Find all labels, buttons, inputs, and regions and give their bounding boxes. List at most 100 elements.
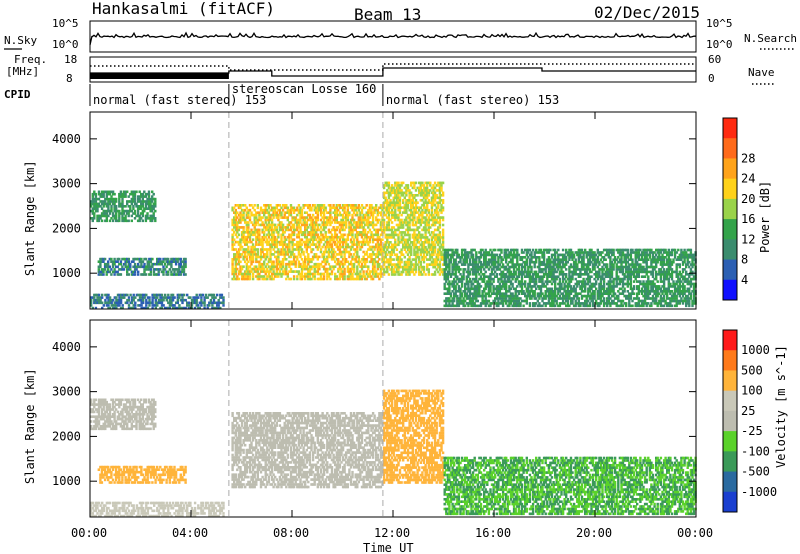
data-cell (484, 270, 487, 274)
data-cell (462, 302, 465, 305)
data-cell (181, 265, 184, 269)
data-cell (357, 223, 360, 227)
data-cell (419, 223, 422, 227)
data-cell (362, 270, 365, 273)
data-cell (398, 211, 402, 214)
data-cell (448, 292, 451, 295)
data-cell (454, 275, 457, 278)
data-cell (343, 270, 346, 273)
data-cell (489, 248, 492, 252)
data-cell (371, 240, 375, 244)
data-cell (310, 218, 313, 222)
data-cell (414, 268, 418, 271)
data-cell (487, 282, 491, 286)
data-cell (408, 226, 411, 229)
data-cell (292, 216, 296, 219)
data-cell (141, 205, 144, 208)
data-cell (277, 275, 280, 278)
data-cell (259, 275, 263, 278)
data-cell (259, 240, 263, 244)
data-cell (554, 285, 557, 288)
data-cell (259, 250, 263, 254)
data-cell (419, 199, 422, 202)
data-cell (370, 233, 373, 237)
data-cell (274, 243, 277, 246)
data-cell (387, 233, 391, 237)
data-cell (462, 273, 465, 276)
data-cell (255, 211, 258, 214)
data-cell (258, 275, 261, 278)
data-cell (443, 263, 446, 266)
data-cell (329, 211, 332, 214)
data-cell (340, 235, 343, 239)
data-cell (329, 235, 332, 239)
data-cell (278, 204, 282, 207)
data-cell (437, 226, 440, 229)
data-cell (432, 246, 435, 249)
data-cell (349, 226, 353, 229)
data-cell (478, 273, 481, 276)
data-cell (256, 272, 259, 276)
data-cell (261, 243, 264, 246)
data-cell (430, 211, 434, 214)
data-cell (468, 290, 472, 293)
data-cell (143, 265, 146, 269)
data-cell (465, 275, 468, 278)
data-cell (111, 260, 115, 263)
data-cell (329, 238, 332, 241)
data-cell (394, 196, 397, 200)
data-cell (541, 256, 544, 259)
data-cell (304, 260, 307, 264)
data-cell (160, 301, 164, 305)
data-cell (421, 191, 424, 195)
data-cell (345, 223, 348, 227)
data-cell (121, 257, 124, 261)
data-cell (376, 260, 379, 264)
data-cell (414, 270, 418, 274)
data-cell (464, 263, 467, 266)
data-cell (516, 251, 519, 254)
data-cell (148, 262, 151, 266)
data-cell (133, 265, 137, 269)
data-cell (362, 226, 365, 229)
data-cell (256, 228, 259, 232)
data-cell (151, 190, 154, 194)
data-cell (438, 250, 442, 254)
data-cell (239, 270, 242, 273)
data-cell (275, 243, 278, 246)
data-cell (486, 280, 489, 283)
data-cell (446, 297, 450, 300)
data-cell (419, 253, 422, 256)
data-cell (487, 290, 491, 293)
data-cell (370, 221, 373, 224)
data-cell (93, 217, 96, 220)
data-cell (433, 181, 437, 185)
nave-tick-top: 60 (708, 53, 721, 66)
data-cell (244, 208, 247, 212)
data-cell (250, 255, 253, 259)
data-cell (432, 218, 435, 222)
data-cell (294, 208, 297, 212)
data-cell (356, 211, 359, 214)
data-cell (411, 228, 414, 232)
data-cell (330, 243, 334, 246)
data-cell (413, 263, 416, 266)
data-cell (464, 294, 467, 298)
data-cell (445, 292, 448, 295)
data-cell (335, 243, 338, 246)
data-cell (479, 285, 483, 288)
data-cell (398, 201, 402, 204)
data-cell (111, 190, 115, 194)
data-cell (445, 256, 448, 259)
data-cell (329, 243, 332, 246)
data-cell (386, 238, 389, 242)
data-cell (113, 209, 116, 213)
data-cell (123, 293, 126, 297)
data-cell (212, 301, 216, 305)
data-cell (525, 253, 528, 257)
data-cell (368, 240, 372, 244)
data-cell (426, 186, 429, 190)
data-cell (102, 202, 105, 206)
data-cell (535, 251, 538, 254)
data-cell (416, 255, 419, 259)
